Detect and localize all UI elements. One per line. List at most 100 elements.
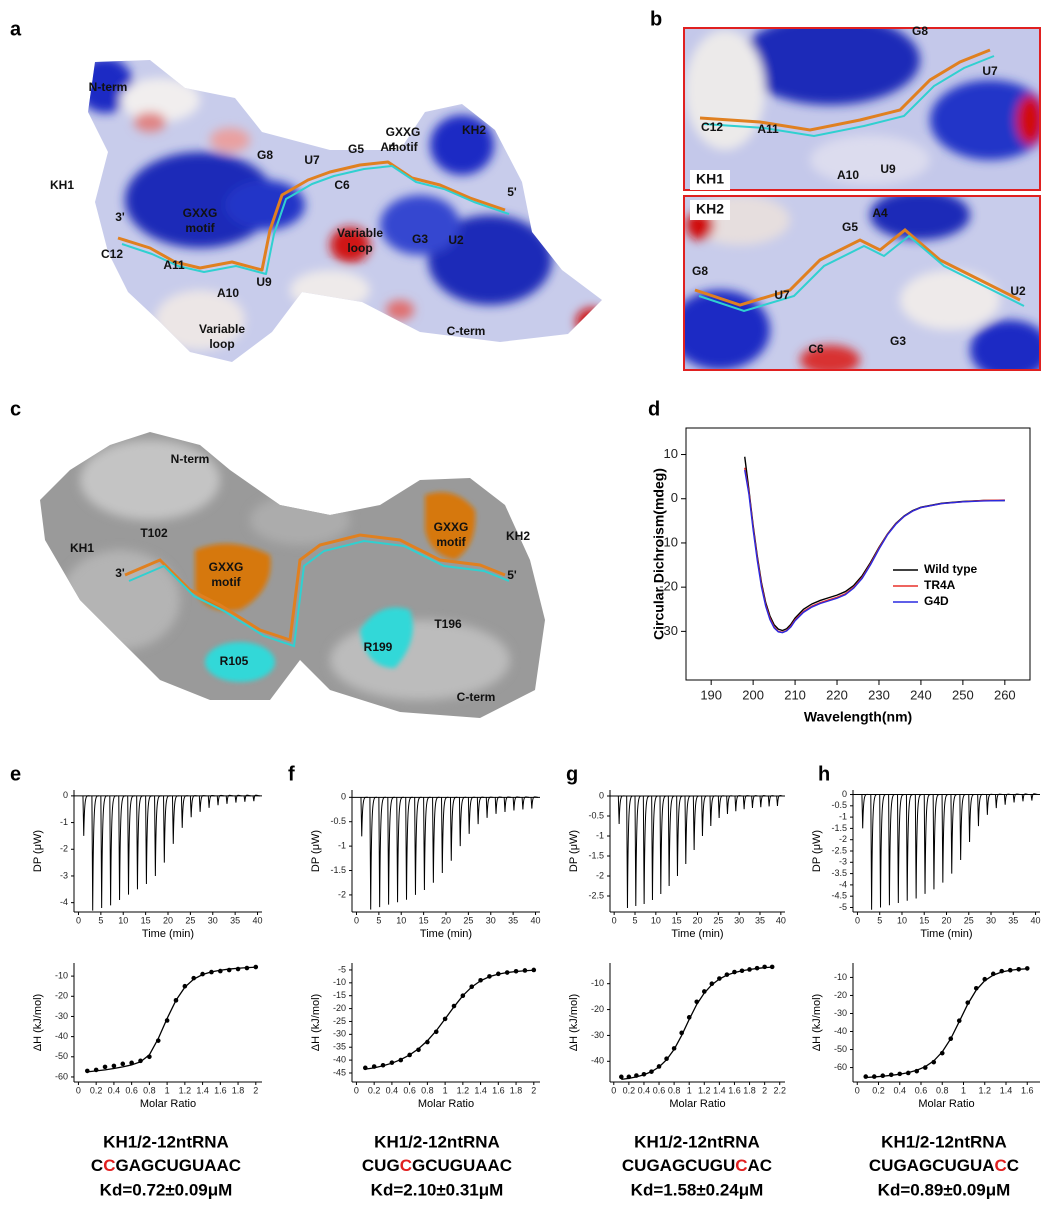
sequence-part: GAGCUGUAAC	[115, 1156, 241, 1175]
fit-line	[865, 968, 1028, 1079]
y-tick-label: -20	[591, 1004, 604, 1014]
injection-peak	[494, 796, 503, 814]
injection-peak	[897, 794, 905, 903]
injection-peak	[171, 795, 180, 844]
injection-peak	[977, 793, 985, 827]
injection-peak	[82, 795, 90, 836]
structure-label: A11	[757, 122, 779, 136]
injection-peak	[626, 795, 634, 909]
y-tick-label: -50	[834, 1044, 847, 1054]
injection-peak	[414, 796, 422, 895]
x-tick-label: 1	[165, 1085, 170, 1095]
x-tick-label: 2	[253, 1085, 258, 1095]
x-tick-label: 35	[1008, 915, 1018, 925]
structure-label: loop	[347, 241, 372, 255]
data-point	[85, 1068, 90, 1074]
structure-label: C6	[808, 342, 824, 356]
y-tick-label: -10	[333, 977, 346, 987]
data-point	[1024, 966, 1030, 971]
x-tick-label: 25	[713, 915, 723, 925]
injection-peak	[1021, 793, 1030, 802]
y-tick-label: -20	[333, 1003, 346, 1013]
injection-peak	[503, 796, 512, 812]
x-axis-title: Time (min)	[142, 928, 194, 940]
x-tick-label: 0.8	[668, 1085, 681, 1095]
x-tick-label: 1.6	[492, 1085, 505, 1095]
structure-label: G8	[692, 264, 708, 278]
panel-label: b	[650, 8, 662, 30]
x-tick-label: 2.2	[773, 1085, 786, 1095]
sequence-part: C	[400, 1156, 412, 1175]
data-line	[744, 469, 1005, 634]
x-tick-label: 10	[396, 915, 406, 925]
y-tick-label: -40	[333, 1054, 346, 1064]
injection-peak	[216, 794, 225, 806]
structure-label: 3'	[115, 566, 125, 580]
structure-label: KH1	[70, 541, 94, 555]
x-tick-label: 0.8	[421, 1085, 434, 1095]
x-tick-label: 0	[354, 1085, 359, 1095]
data-point	[709, 981, 715, 986]
x-tick-label: 1.4	[474, 1085, 487, 1095]
structure-label: motif	[436, 535, 466, 549]
caption-kd: Kd=0.72±0.09μM	[100, 1180, 233, 1199]
injection-peak	[387, 796, 395, 905]
structure-label: U2	[448, 233, 464, 247]
inset-frame	[683, 27, 1041, 191]
x-axis-title: Time (min)	[920, 928, 972, 940]
injection-peak	[530, 796, 539, 809]
structure-label: C12	[701, 120, 723, 134]
structure-label: motif	[185, 221, 215, 235]
panel-label: f	[288, 763, 295, 785]
structure-label: U9	[256, 275, 272, 289]
x-tick-label: 260	[994, 687, 1016, 702]
y-tick-label: 10	[664, 446, 678, 461]
injection-peak	[198, 795, 207, 812]
x-tick-label: 25	[185, 915, 195, 925]
surface-c	[40, 432, 545, 718]
caption-sequence: CUGAGCUGUACC	[869, 1156, 1019, 1175]
surface-b-top	[684, 28, 1040, 190]
structure-label: G3	[890, 334, 906, 348]
y-tick-label: -0.5	[831, 800, 847, 810]
x-tick-label: 0.2	[623, 1085, 636, 1095]
structure-label: G3	[412, 232, 428, 246]
injection-peak	[751, 795, 759, 809]
x-tick-label: 0	[611, 1085, 616, 1095]
label-box	[690, 200, 730, 220]
y-tick-label: -30	[659, 623, 678, 638]
x-tick-label: 25	[964, 915, 974, 925]
structure-label: GXXG	[209, 560, 244, 574]
y-tick-label: -10	[55, 970, 68, 980]
inset-frame	[683, 195, 1041, 371]
data-line	[744, 456, 1005, 632]
data-point	[102, 1064, 108, 1070]
data-point	[120, 1061, 126, 1067]
injection-peak	[701, 795, 709, 837]
legend-label: Wild type	[924, 562, 978, 576]
y-tick-label: -3.5	[831, 868, 847, 878]
y-tick-label: -60	[55, 1071, 68, 1081]
y-tick-label: -1	[596, 830, 604, 840]
injection-peak	[734, 795, 743, 812]
caption-kd: Kd=1.58±0.24μM	[631, 1180, 764, 1199]
injection-peak	[986, 793, 994, 815]
x-tick-label: 30	[208, 915, 218, 925]
caption-sequence: CUGCGCUGUAAC	[362, 1156, 512, 1175]
injection-peak	[617, 795, 626, 825]
structure-label: U7	[982, 64, 998, 78]
x-axis-title: Molar Ratio	[140, 1098, 196, 1110]
sequence-part: C	[91, 1156, 103, 1175]
structure-label: A10	[837, 168, 859, 182]
data-point	[182, 983, 188, 989]
injection-peak	[994, 793, 1003, 809]
x-tick-label: 200	[742, 687, 764, 702]
y-tick-label: -5	[839, 902, 847, 912]
injection-peak	[145, 795, 153, 884]
structure-label: KH2	[462, 123, 486, 137]
structure-label: 5'	[507, 185, 517, 199]
injection-peak	[180, 795, 189, 828]
x-tick-label: 20	[941, 915, 951, 925]
sequence-part: CUGAGCUGUA	[869, 1156, 995, 1175]
y-tick-label: -3	[60, 870, 68, 880]
